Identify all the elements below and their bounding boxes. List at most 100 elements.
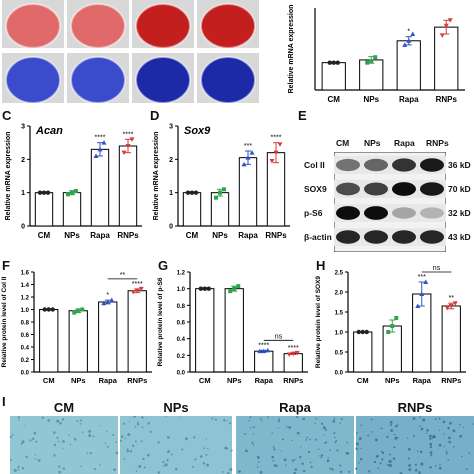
stain-speckle [191, 465, 194, 468]
stain-speckle [271, 432, 273, 434]
stain-speckle [310, 466, 313, 469]
stain-speckle [414, 463, 417, 466]
y-tick-label: 0.0 [177, 371, 186, 377]
stain-speckle [53, 454, 56, 457]
stain-speckle [443, 445, 445, 447]
stain-speckle [170, 453, 173, 456]
blot-band [336, 182, 360, 196]
stain-speckle [300, 446, 302, 448]
stain-speckle [432, 434, 436, 438]
stain-speckle [184, 437, 188, 441]
stain-speckle [332, 419, 336, 423]
data-point [390, 324, 395, 328]
stain-speckle [9, 435, 12, 438]
stain-well-grid [0, 0, 262, 104]
stain-speckle [272, 446, 275, 448]
wb-label-sox9: SOX9 [304, 184, 327, 194]
i-header-rnps: RNPs [397, 400, 433, 415]
bar [434, 26, 459, 91]
stain-speckle [17, 465, 20, 469]
stain-speckle [348, 470, 351, 473]
stain-speckle [305, 439, 308, 441]
stain-speckle [251, 441, 254, 444]
stain-speckle [381, 458, 384, 461]
stain-speckle [164, 463, 168, 467]
y-tick-label: 1.5 [335, 311, 344, 317]
i-header-cm: CM [53, 400, 75, 415]
stain-speckle [389, 420, 393, 424]
stain-speckle [375, 455, 379, 458]
x-tick-label: Rapa [99, 376, 118, 385]
data-point [206, 286, 211, 291]
stain-speckle [29, 439, 32, 442]
data-point [222, 187, 226, 192]
data-point [273, 150, 279, 156]
blot-band [364, 182, 388, 196]
y-tick-label: 2.0 [335, 291, 344, 297]
stain-speckle [207, 447, 209, 450]
x-tick-label: Rapa [90, 231, 110, 240]
stain-speckle [56, 436, 59, 439]
stain-speckle [388, 459, 392, 463]
blot-band [336, 230, 360, 244]
stain-speckle [199, 455, 203, 458]
y-tick-label: 3 [21, 124, 25, 131]
stain-speckle [302, 417, 305, 421]
stain-speckle [329, 467, 332, 470]
data-point [218, 190, 222, 195]
stain-speckle [256, 466, 259, 468]
bar [195, 288, 215, 373]
x-tick-label: NPs [71, 376, 86, 385]
x-tick-label: Rapa [238, 231, 258, 240]
blot-lane-row [334, 228, 446, 246]
y-tick-label: 1.2 [21, 296, 30, 302]
stain-speckle [320, 456, 322, 459]
data-point [331, 60, 336, 65]
wb-kd-ps6: 32 kD [448, 208, 471, 218]
stain-speckle [462, 426, 465, 429]
stain-speckle [445, 452, 448, 455]
stain-speckle [214, 418, 217, 421]
data-point [356, 329, 361, 335]
stain-speckle [157, 441, 160, 444]
stain-speckle [324, 428, 327, 431]
stain-speckle [273, 448, 276, 451]
stain-speckle [340, 418, 343, 421]
stain-speckle [136, 421, 139, 423]
blot-band [392, 230, 416, 244]
stain-speckle [309, 438, 311, 441]
stain-speckle [79, 423, 82, 425]
stain-speckle [291, 459, 295, 462]
well-rim [70, 3, 126, 49]
significance-label: **** [258, 342, 269, 349]
stain-speckle [360, 447, 362, 449]
stain-speckle [324, 442, 327, 444]
well-rim [70, 56, 126, 104]
stain-speckle [412, 435, 415, 438]
data-point [70, 190, 74, 195]
stain-speckle [438, 466, 442, 470]
bar [127, 290, 147, 373]
stain-speckle [408, 468, 412, 472]
data-point [373, 55, 378, 60]
bracket-label: ns [433, 265, 441, 272]
stain-speckle [271, 455, 274, 459]
stain-speckle [226, 447, 228, 450]
stain-speckle [381, 451, 385, 455]
data-point [202, 286, 207, 291]
stain-speckle [224, 446, 228, 450]
stain-speckle [394, 436, 398, 440]
stain-speckle [98, 464, 101, 466]
stain-speckle [434, 464, 437, 467]
stain-speckle [434, 418, 437, 421]
well-rim [135, 56, 191, 104]
stain-speckle [345, 452, 349, 455]
stain-speckle [339, 422, 341, 424]
stain-speckle [119, 439, 122, 442]
y-tick-label: 0.2 [177, 354, 186, 360]
stain-speckle [162, 461, 165, 463]
data-point [189, 190, 195, 195]
stain-speckle [360, 424, 363, 427]
stain-speckle [419, 425, 421, 427]
stain-speckle [355, 432, 358, 434]
